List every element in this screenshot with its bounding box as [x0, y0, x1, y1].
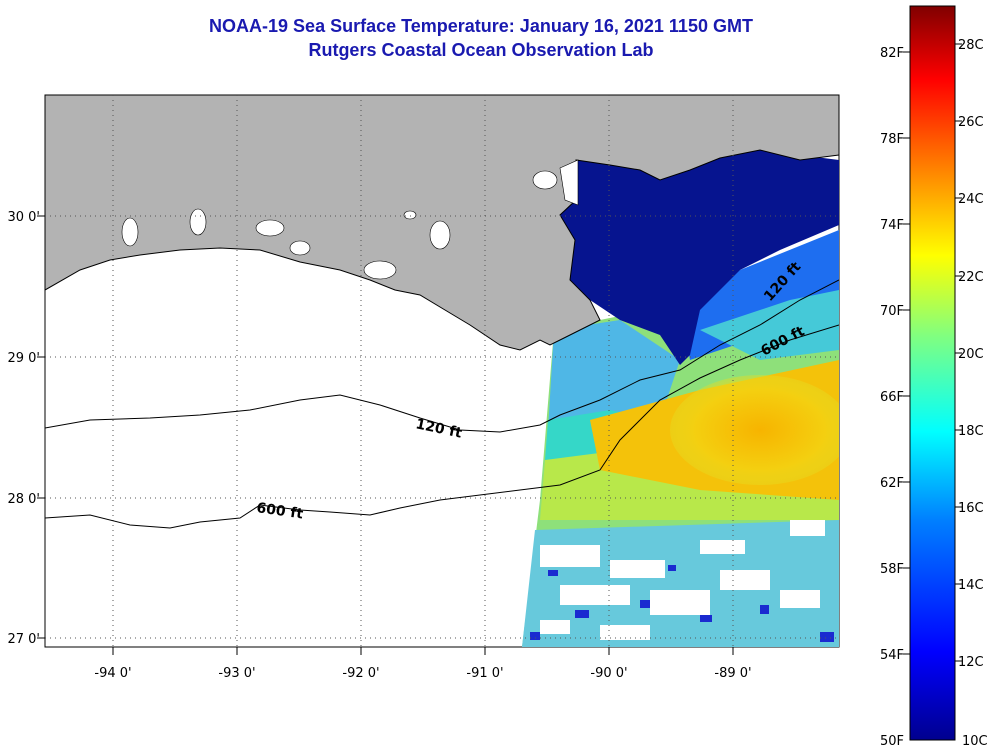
nearshore-cold: [560, 150, 839, 365]
y-tick-label: 27 0': [7, 632, 40, 647]
y-tick-label: 28 0': [7, 492, 40, 507]
colorbar-c-label: 10C: [962, 734, 988, 749]
colorbar-c-label: 20C: [958, 347, 984, 362]
x-tick-label: -92 0': [342, 666, 379, 681]
colorbar-c-label: 26C: [958, 115, 984, 130]
contour-600ft-west: [45, 324, 839, 529]
sst-shelf-cyan: [700, 290, 839, 360]
sst-warm-spot: [670, 375, 839, 485]
colorbar-c-label: 18C: [958, 424, 984, 439]
axis-ticks: [37, 215, 734, 655]
x-tick-label: -91 0': [466, 666, 503, 681]
colorbar-f-label: 54F: [880, 648, 904, 663]
graticule: [45, 95, 839, 647]
x-tick-label: -94 0': [94, 666, 131, 681]
colorbar-c-label: 24C: [958, 192, 984, 207]
map-subtitle: Rutgers Coastal Ocean Observation Lab: [308, 40, 654, 60]
colorbar-f-label: 50F: [880, 734, 904, 749]
colorbar-f-label: 58F: [880, 562, 904, 577]
colorbar-c-label: 22C: [958, 270, 984, 285]
y-tick-label: 29 0': [7, 351, 40, 366]
colorbar-f-label: 70F: [880, 304, 904, 319]
colorbar-c-label: 16C: [958, 501, 984, 516]
colorbar-c-label: 28C: [958, 38, 984, 53]
cold-speckle: [530, 565, 834, 642]
map-content: [45, 95, 839, 647]
x-tick-label: -90 0': [590, 666, 627, 681]
colorbar-f-label: 82F: [880, 46, 904, 61]
contour-120ft-west: [45, 279, 839, 433]
colorbar-f-label: 62F: [880, 476, 904, 491]
map-title: NOAA-19 Sea Surface Temperature: January…: [209, 16, 753, 36]
y-tick-label: 30 0': [7, 210, 40, 225]
x-tick-label: -93 0': [218, 666, 255, 681]
colorbar-f-label: 78F: [880, 132, 904, 147]
colorbar-ticks: [903, 43, 962, 662]
colorbar-c-label: 14C: [958, 578, 984, 593]
colorbar-c-label: 12C: [958, 655, 984, 670]
colorbar-f-label: 74F: [880, 218, 904, 233]
colorbar: [909, 5, 956, 741]
colorbar-f-label: 66F: [880, 390, 904, 405]
inland-water: [121, 159, 579, 280]
contour-label-600ft-west: 600 ft: [255, 500, 304, 522]
sst-south-mix: [522, 520, 839, 647]
x-tick-label: -89 0': [714, 666, 751, 681]
